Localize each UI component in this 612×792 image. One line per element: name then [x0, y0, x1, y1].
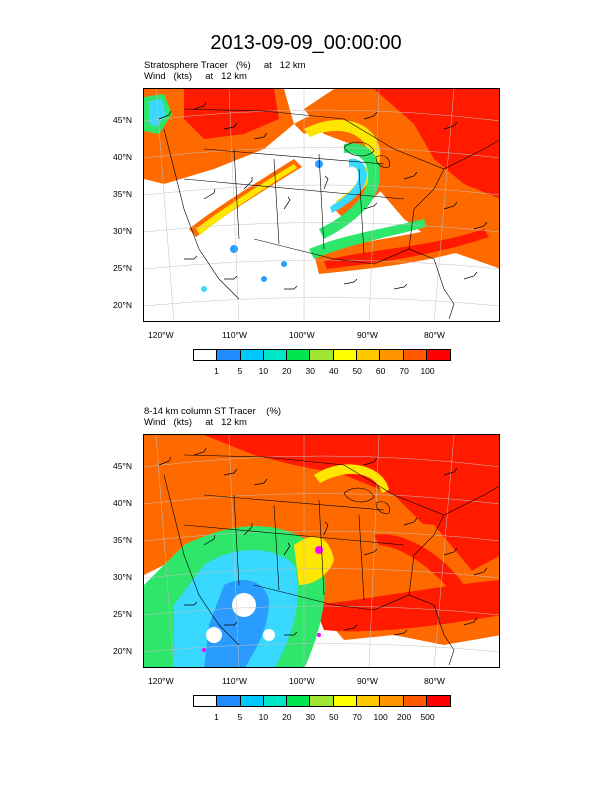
colorbar-label: 100 — [373, 712, 388, 722]
bottom-lon-label-110w: 110°W — [222, 676, 247, 686]
bottom-panel-subtitle-2: Wind (kts) at 12 km — [144, 417, 247, 428]
bottom-map — [143, 434, 500, 668]
top-panel-subtitle-1: Stratosphere Tracer (%) at 12 km — [144, 60, 306, 71]
colorbar-box — [287, 696, 311, 706]
colorbar-box — [240, 350, 264, 360]
colorbar-box — [403, 696, 427, 706]
colorbar-label: 20 — [282, 712, 292, 722]
top-lon-label-100w: 100°W — [289, 330, 315, 340]
colorbar-label: 10 — [258, 712, 269, 722]
bottom-lon-label-100w: 100°W — [289, 676, 315, 686]
colorbar-box — [356, 350, 381, 360]
top-lat-label-30: 30°N — [113, 226, 132, 236]
colorbar-label: 1 — [214, 712, 219, 722]
top-lat-label-25: 25°N — [113, 263, 132, 273]
colorbar-label: 60 — [375, 366, 386, 376]
top-lon-label-110w: 110°W — [222, 330, 247, 340]
top-lat-label-20: 20°N — [113, 300, 132, 310]
bottom-lat-label-20: 20°N — [113, 646, 132, 656]
bottom-lat-label-30: 30°N — [113, 572, 132, 582]
colorbar-label: 40 — [328, 366, 339, 376]
colorbar-box — [380, 350, 404, 360]
colorbar-label: 20 — [282, 366, 292, 376]
colorbar-box — [380, 696, 404, 706]
colorbar-label: 5 — [237, 712, 243, 722]
top-colorbar — [193, 349, 451, 361]
top-map-field — [144, 89, 499, 321]
colorbar-box — [287, 350, 311, 360]
colorbar-label: 200 — [396, 712, 412, 722]
colorbar-label: 1 — [214, 366, 219, 376]
top-lat-label-45: 45°N — [113, 115, 132, 125]
colorbar-label: 30 — [305, 712, 315, 722]
colorbar-box — [310, 696, 334, 706]
bottom-lon-label-90w: 90°W — [357, 676, 378, 686]
colorbar-box — [356, 696, 381, 706]
colorbar-label: 50 — [352, 366, 362, 376]
colorbar-label: 10 — [258, 366, 269, 376]
top-map — [143, 88, 500, 322]
top-lat-label-35: 35°N — [113, 189, 132, 199]
colorbar-label: 70 — [399, 366, 409, 376]
colorbar-box — [217, 696, 241, 706]
colorbar-label: 30 — [305, 366, 315, 376]
colorbar-label: 500 — [420, 712, 435, 722]
colorbar-box — [333, 350, 357, 360]
colorbar-label: 50 — [328, 712, 339, 722]
bottom-lat-label-40: 40°N — [113, 498, 132, 508]
colorbar-box — [217, 350, 241, 360]
bottom-panel-subtitle-1: 8-14 km column ST Tracer (%) — [144, 406, 282, 417]
bottom-lat-label-35: 35°N — [113, 535, 132, 545]
colorbar-box — [333, 696, 357, 706]
colorbar-box — [263, 350, 288, 360]
top-panel-subtitle-2: Wind (kts) at 12 km — [144, 71, 247, 82]
colorbar-box — [426, 350, 451, 360]
bottom-lon-label-120w: 120°W — [148, 676, 174, 686]
top-lon-label-120w: 120°W — [148, 330, 174, 340]
colorbar-box — [263, 696, 288, 706]
colorbar-box — [240, 696, 264, 706]
bottom-lat-label-25: 25°N — [113, 609, 132, 619]
bottom-lon-label-80w: 80°W — [424, 676, 445, 686]
colorbar-label: 70 — [352, 712, 362, 722]
colorbar-box — [403, 350, 427, 360]
top-lon-label-90w: 90°W — [357, 330, 378, 340]
colorbar-label: 5 — [237, 366, 243, 376]
bottom-colorbar — [193, 695, 451, 707]
colorbar-label: 100 — [420, 366, 435, 376]
colorbar-box — [426, 696, 451, 706]
top-lat-label-40: 40°N — [113, 152, 132, 162]
colorbar-box — [310, 350, 334, 360]
bottom-lat-label-45: 45°N — [113, 461, 132, 471]
top-lon-label-80w: 80°W — [424, 330, 445, 340]
colorbar-box — [194, 350, 218, 360]
colorbar-box — [194, 696, 218, 706]
bottom-map-field — [144, 435, 499, 667]
figure-title: 2013-09-09_00:00:00 — [210, 32, 402, 54]
